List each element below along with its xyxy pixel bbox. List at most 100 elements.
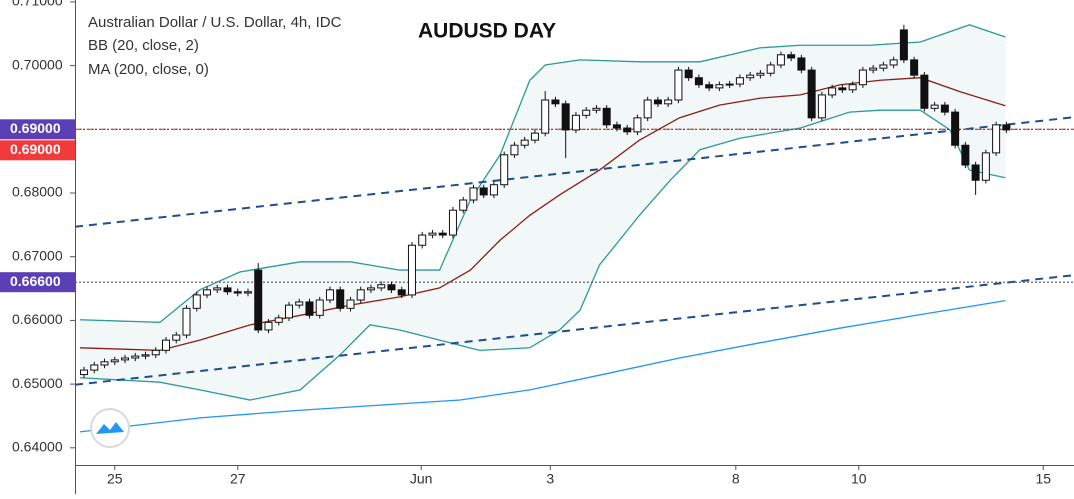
candle-body xyxy=(653,99,662,105)
candle-body xyxy=(315,299,324,316)
candle-body xyxy=(776,54,785,66)
candle-body xyxy=(397,289,406,296)
candle-body xyxy=(787,54,796,59)
candle-body xyxy=(90,364,99,371)
candle-body xyxy=(479,187,488,196)
candle-body xyxy=(530,132,539,141)
candle-body xyxy=(735,77,744,85)
candle-body xyxy=(869,67,878,71)
candle-body xyxy=(623,127,632,133)
indicator-line xyxy=(79,109,1006,401)
candle-body xyxy=(592,107,601,111)
candle-body xyxy=(879,64,888,69)
x-tick-label: 3 xyxy=(546,471,554,487)
candle-body xyxy=(80,369,89,376)
candle-body xyxy=(889,59,898,66)
candle-body xyxy=(828,87,837,96)
candle-body xyxy=(899,29,908,61)
candle-body xyxy=(213,287,222,291)
candle-body xyxy=(407,244,416,296)
candle-body xyxy=(541,99,550,134)
candle-body xyxy=(961,144,970,166)
candle-body xyxy=(561,103,570,131)
candle-body xyxy=(438,232,447,236)
candle-body xyxy=(366,287,375,291)
candle-body xyxy=(571,114,580,131)
indicator-line xyxy=(79,77,1006,351)
candle-body xyxy=(520,139,529,146)
candle-body xyxy=(254,269,263,331)
candle-body xyxy=(459,199,468,211)
candle-body xyxy=(971,164,980,181)
candle-body xyxy=(182,307,191,336)
candle-body xyxy=(418,234,427,246)
indicator-line xyxy=(79,24,1006,323)
candle-body xyxy=(746,74,755,79)
candle-body xyxy=(192,294,201,309)
y-tick-label: 0.70000 xyxy=(12,56,63,72)
candle-body xyxy=(233,291,242,294)
candle-body xyxy=(766,64,775,74)
candle-body xyxy=(920,74,929,109)
y-tick-label: 0.71000 xyxy=(12,0,63,9)
candle-body xyxy=(992,124,1001,154)
candle-body xyxy=(674,69,683,101)
price-level-label: 0.69000 xyxy=(10,141,61,157)
candle-body xyxy=(582,109,591,116)
candle-body xyxy=(612,124,621,129)
candle-body xyxy=(264,321,273,331)
candle-body xyxy=(725,83,734,86)
candle-body xyxy=(633,117,642,133)
candle-body xyxy=(684,69,693,79)
price-level-tag xyxy=(0,140,75,161)
candle-body xyxy=(110,359,119,363)
candle-body xyxy=(817,94,826,119)
candle-body xyxy=(951,111,960,146)
candle-body xyxy=(336,289,345,309)
candle-body xyxy=(151,349,160,356)
candle-body xyxy=(448,209,457,236)
candle-body xyxy=(940,104,949,113)
y-tick-label: 0.66000 xyxy=(12,311,63,327)
candle-body xyxy=(694,77,703,86)
candle-body xyxy=(428,232,437,236)
x-tick-label: Jun xyxy=(410,471,433,487)
candle-body xyxy=(346,299,355,309)
candle-body xyxy=(807,69,816,119)
candle-body xyxy=(715,84,724,89)
price-level-tag xyxy=(0,272,75,293)
chart-title: AUDUSD DAY xyxy=(418,20,556,43)
candle-body xyxy=(664,99,673,105)
candle-body xyxy=(489,184,498,196)
candle-body xyxy=(643,99,652,119)
candle-body xyxy=(469,187,478,201)
candle-body xyxy=(223,287,232,293)
candle-body xyxy=(910,59,919,76)
indicator-line xyxy=(79,300,1006,433)
candle-body xyxy=(510,144,519,156)
plot-area xyxy=(76,24,1074,433)
y-tick-label: 0.67000 xyxy=(12,247,63,263)
candle-body xyxy=(121,357,130,361)
candle-body xyxy=(705,84,714,89)
candle-body xyxy=(930,104,939,109)
price-level-label: 0.66600 xyxy=(10,273,61,289)
candle-body xyxy=(295,301,304,306)
candle-body xyxy=(162,339,171,351)
candle-body xyxy=(172,334,181,341)
candle-body xyxy=(848,84,857,91)
candle-body xyxy=(284,304,293,319)
candle-body xyxy=(551,99,560,105)
candle-body xyxy=(100,361,109,366)
candle-body xyxy=(1002,124,1011,131)
logo-circle xyxy=(90,408,130,448)
logo xyxy=(90,408,130,448)
candle-body xyxy=(131,355,140,359)
candle-body xyxy=(756,72,765,76)
candle-body xyxy=(141,354,150,357)
candle-body xyxy=(981,152,990,181)
candle-body xyxy=(274,317,283,323)
logo-icon xyxy=(96,422,124,434)
legend-indicator: MA (200, close, 0) xyxy=(88,61,209,78)
